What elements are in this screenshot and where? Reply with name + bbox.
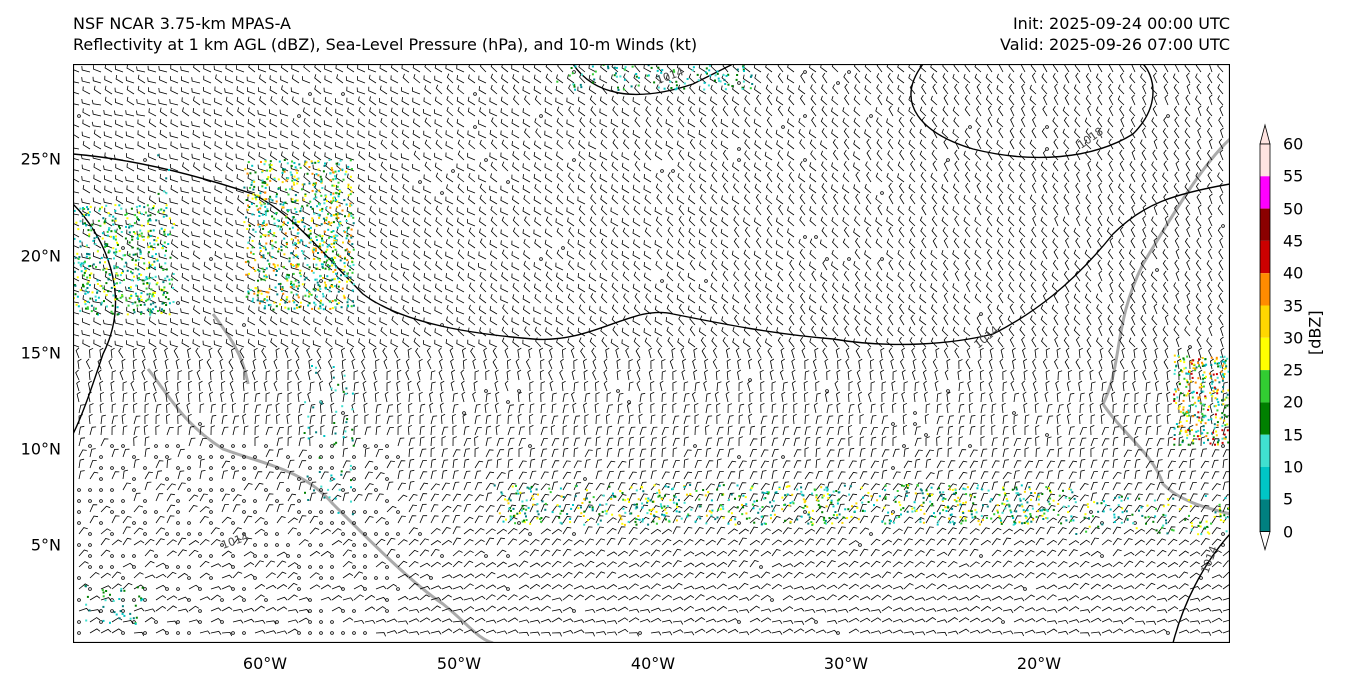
lon-label: 50°W: [437, 654, 481, 673]
colorbar-unit: [dBZ]: [1306, 310, 1325, 355]
colorbar-tick-label: 45: [1283, 231, 1303, 250]
colorbar-tick-label: 60: [1283, 135, 1303, 154]
colorbar-tick-label: 10: [1283, 458, 1303, 477]
colorbar-tick-label: 30: [1283, 328, 1303, 347]
colorbar: [1255, 120, 1275, 585]
colorbar-tick-label: 55: [1283, 167, 1303, 186]
colorbar-tick-label: 50: [1283, 199, 1303, 218]
init-time: Init: 2025-09-24 00:00 UTC: [1000, 13, 1230, 34]
title-left: NSF NCAR 3.75-km MPAS-A Reflectivity at …: [73, 13, 697, 55]
lon-label: 60°W: [243, 654, 287, 673]
colorbar-tick-label: 25: [1283, 361, 1303, 380]
lat-label: 20°N: [21, 247, 61, 266]
weather-map: 1014 1018 1014 1014 1014: [73, 64, 1230, 643]
colorbar-tick-label: 0: [1283, 522, 1293, 541]
lat-label: 25°N: [21, 150, 61, 169]
colorbar-tick-label: 15: [1283, 425, 1303, 444]
colorbar-tick-label: 5: [1283, 490, 1293, 509]
colorbar-tick-label: 40: [1283, 264, 1303, 283]
colorbar-tick-label: 35: [1283, 296, 1303, 315]
valid-time: Valid: 2025-09-26 07:00 UTC: [1000, 34, 1230, 55]
colorbar-tick-label: 20: [1283, 393, 1303, 412]
field-description: Reflectivity at 1 km AGL (dBZ), Sea-Leve…: [73, 34, 697, 55]
lat-label: 15°N: [21, 344, 61, 363]
lat-label: 10°N: [21, 440, 61, 459]
lat-label: 5°N: [31, 536, 61, 555]
lon-label: 30°W: [824, 654, 868, 673]
model-title: NSF NCAR 3.75-km MPAS-A: [73, 13, 697, 34]
title-right: Init: 2025-09-24 00:00 UTC Valid: 2025-0…: [1000, 13, 1230, 55]
lon-label: 20°W: [1017, 654, 1061, 673]
lon-label: 40°W: [631, 654, 675, 673]
